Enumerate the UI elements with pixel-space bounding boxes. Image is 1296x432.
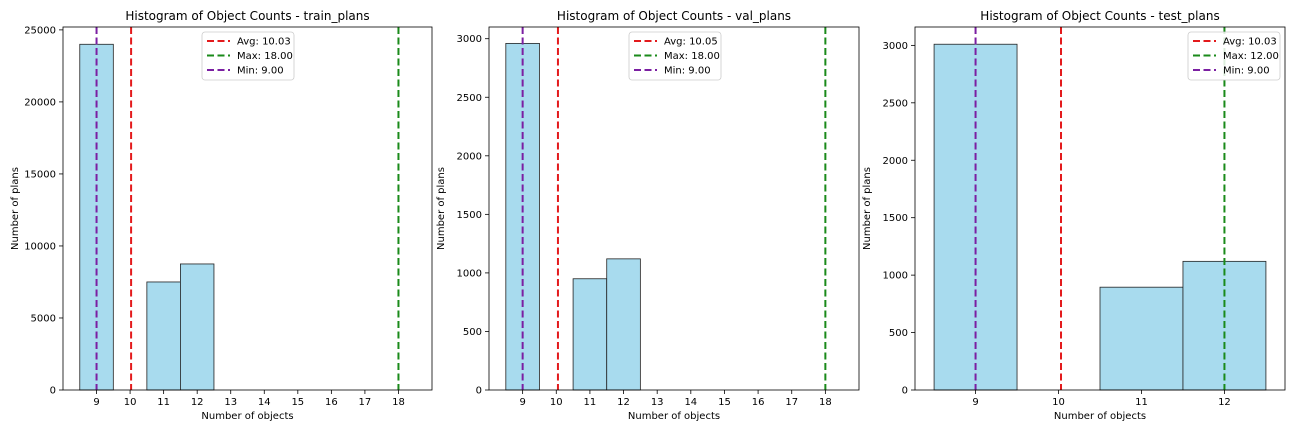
x-tick-label: 18	[392, 397, 405, 408]
x-tick-label: 12	[191, 397, 204, 408]
legend-box	[628, 31, 722, 81]
chart-title: Histogram of Object Counts - val_plans	[557, 9, 791, 23]
plot-frame	[62, 26, 433, 391]
x-tick-label: 12	[617, 397, 630, 408]
y-tick-label: 3000	[883, 41, 908, 52]
y-tick-label: 1500	[883, 213, 908, 224]
y-tick-label: 1500	[457, 210, 482, 221]
histogram-bar	[572, 278, 608, 391]
y-tick-label: 1000	[457, 268, 482, 279]
x-tick-label: 9	[519, 397, 525, 408]
chart-title: Histogram of Object Counts - train_plans	[125, 9, 369, 23]
y-tick-label: 0	[50, 386, 56, 397]
y-tick-label: 2500	[457, 93, 482, 104]
x-tick-label: 9	[93, 397, 99, 408]
x-tick-label: 15	[291, 397, 304, 408]
x-tick-label: 16	[752, 397, 765, 408]
x-tick-label: 17	[359, 397, 372, 408]
y-tick-label: 500	[889, 328, 908, 339]
x-tick-label: 11	[157, 397, 170, 408]
x-tick-label: 17	[785, 397, 798, 408]
histogram-bar	[606, 258, 641, 391]
legend-entry-label: Min: 9.00	[237, 66, 284, 77]
y-tick-label: 20000	[24, 97, 56, 108]
y-tick-label: 0	[476, 386, 482, 397]
x-tick-label: 14	[684, 397, 697, 408]
y-tick-label: 15000	[24, 169, 56, 180]
y-tick-label: 2500	[883, 98, 908, 109]
x-tick-label: 18	[819, 397, 832, 408]
y-tick-label: 2000	[883, 156, 908, 167]
legend-entry-label: Avg: 10.05	[664, 37, 718, 48]
histogram-bar	[146, 281, 181, 391]
y-tick-label: 1000	[883, 271, 908, 282]
histogram-bar	[180, 263, 215, 391]
legend-entry-label: Avg: 10.03	[237, 37, 291, 48]
y-axis-label: Number of plans	[862, 167, 873, 250]
x-tick-label: 10	[1052, 397, 1065, 408]
x-tick-label: 11	[584, 397, 597, 408]
legend-entry-label: Avg: 10.03	[1223, 37, 1277, 48]
chart-panel-3: 0 500 1000 1500 2000 2500 3000 9 10 11 12 Histogram…	[862, 9, 1286, 422]
x-tick-label: 10	[550, 397, 563, 408]
y-tick-label: 5000	[31, 313, 56, 324]
plot-frame	[488, 26, 860, 391]
x-tick-label: 13	[224, 397, 237, 408]
legend-entry-label: Max: 18.00	[237, 51, 293, 62]
x-tick-label: 10	[124, 397, 137, 408]
legend-box	[201, 31, 295, 81]
y-axis-label: Number of plans	[10, 167, 21, 250]
legend: Avg: 10.03 Max: 18.00 Min: 9.00	[201, 31, 295, 81]
legend: Avg: 10.03 Max: 12.00 Min: 9.00	[1187, 31, 1281, 81]
chart-title: Histogram of Object Counts - test_plans	[980, 9, 1219, 23]
plot-frame	[914, 26, 1286, 391]
chart-panel-2: 0 500 1000 1500 2000 2500 3000 9 10 11 12 13 14 15 16 1…	[436, 9, 860, 422]
legend-entry-label: Max: 12.00	[1223, 51, 1279, 62]
x-tick-label: 11	[1135, 397, 1148, 408]
chart-panel-1: 0 5000 10000 15000 20000 25000 9 10 11 12 13 14 15 16…	[10, 9, 433, 422]
x-axis-label: Number of objects	[1054, 411, 1146, 422]
y-tick-label: 0	[902, 386, 908, 397]
x-axis-label: Number of objects	[628, 411, 720, 422]
y-tick-label: 2000	[457, 151, 482, 162]
x-tick-label: 12	[1218, 397, 1231, 408]
x-tick-label: 9	[972, 397, 978, 408]
x-tick-label: 13	[651, 397, 664, 408]
legend-entry-label: Max: 18.00	[664, 51, 720, 62]
x-axis-label: Number of objects	[201, 411, 293, 422]
x-tick-label: 16	[325, 397, 338, 408]
x-tick-label: 14	[258, 397, 271, 408]
legend-entry-label: Min: 9.00	[1223, 66, 1270, 77]
y-tick-label: 500	[463, 327, 482, 338]
y-tick-label: 10000	[24, 241, 56, 252]
y-axis-label: Number of plans	[436, 167, 447, 250]
histogram-bar	[1099, 286, 1184, 391]
legend-entry-label: Min: 9.00	[664, 66, 711, 77]
y-tick-label: 3000	[457, 34, 482, 45]
x-tick-label: 15	[718, 397, 731, 408]
legend-box	[1187, 31, 1281, 81]
y-tick-label: 25000	[24, 25, 56, 36]
legend: Avg: 10.05 Max: 18.00 Min: 9.00	[628, 31, 722, 81]
